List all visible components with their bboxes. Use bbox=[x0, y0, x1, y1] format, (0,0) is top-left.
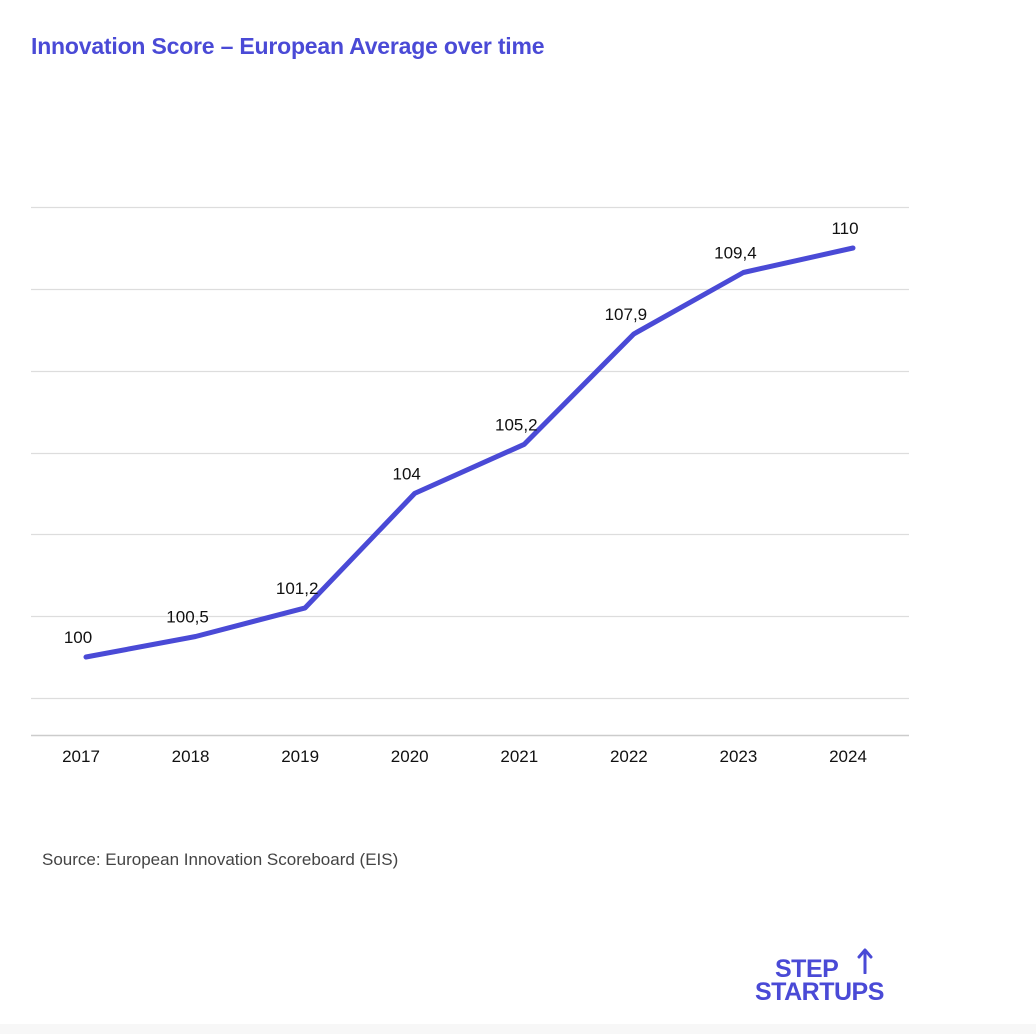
footer-strip bbox=[0, 1024, 1036, 1034]
series-line bbox=[83, 245, 856, 660]
step-startups-logo: STEP STARTUPS bbox=[755, 948, 915, 1008]
data-label: 107,9 bbox=[605, 305, 648, 324]
x-tick-label: 2024 bbox=[829, 747, 867, 766]
logo-text-line-1: STEP bbox=[775, 955, 839, 983]
up-arrow-icon bbox=[857, 948, 873, 974]
data-labels: 100 100,5 101,2 104 105,2 107,9 109,4 110 bbox=[64, 219, 859, 647]
series-layer bbox=[83, 245, 856, 660]
x-tick-label: 2022 bbox=[610, 747, 648, 766]
x-tick-label: 2019 bbox=[281, 747, 319, 766]
gridlines bbox=[31, 206, 909, 700]
data-label: 105,2 bbox=[495, 415, 538, 434]
data-label: 100,5 bbox=[166, 608, 209, 627]
x-tick-label: 2018 bbox=[172, 747, 210, 766]
data-label: 109,4 bbox=[714, 244, 757, 263]
data-label: 100 bbox=[64, 628, 92, 647]
x-tick-label: 2021 bbox=[500, 747, 538, 766]
chart-title: Innovation Score – European Average over… bbox=[31, 33, 545, 59]
x-tick-label: 2023 bbox=[720, 747, 758, 766]
data-label: 110 bbox=[831, 219, 858, 238]
data-label: 101,2 bbox=[276, 579, 319, 598]
x-tick-label: 2017 bbox=[62, 747, 100, 766]
data-label: 104 bbox=[393, 464, 421, 483]
source-note: Source: European Innovation Scoreboard (… bbox=[42, 850, 399, 869]
x-tick-labels: 2017 2018 2019 2020 2021 2022 2023 2024 bbox=[62, 747, 867, 766]
logo-text-line-2: STARTUPS bbox=[755, 978, 884, 1006]
x-tick-label: 2020 bbox=[391, 747, 429, 766]
